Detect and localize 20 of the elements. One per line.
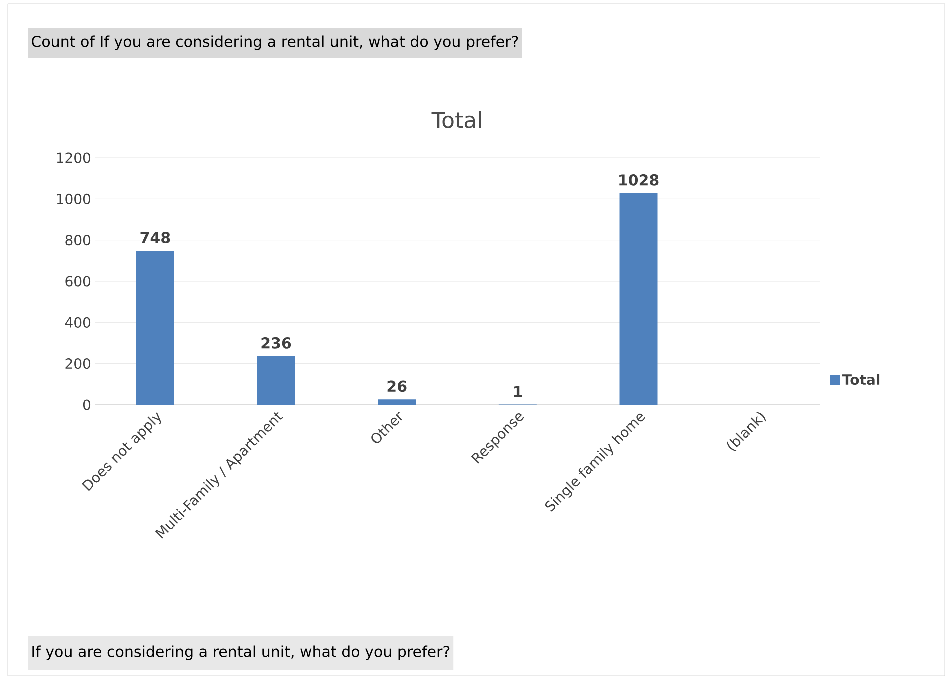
- legend-label: Total: [842, 374, 880, 386]
- bar: [620, 193, 658, 405]
- y-tick-label: 800: [66, 235, 91, 246]
- y-tick-label: 0: [83, 400, 91, 410]
- chart-title: Total: [432, 111, 482, 128]
- text: If you are considering a rental unit, what do you prefer?: [32, 646, 450, 660]
- data-label: 26: [388, 380, 407, 392]
- bar: [136, 251, 174, 405]
- y-tick-label: 200: [66, 358, 91, 370]
- data-label: 1: [514, 386, 522, 398]
- bar: [257, 356, 296, 405]
- data-label: 748: [140, 232, 170, 244]
- y-tick-label: 1200: [57, 152, 91, 164]
- data-label: 236: [262, 338, 292, 349]
- y-tick-label: 400: [65, 317, 91, 328]
- y-tick-label: 600: [66, 276, 91, 287]
- text: Count of If you are considering a rental unit, what do you prefer?: [32, 36, 518, 50]
- y-tick-label: 1000: [57, 194, 91, 204]
- data-label: 1028: [620, 174, 659, 186]
- bar: [378, 400, 416, 405]
